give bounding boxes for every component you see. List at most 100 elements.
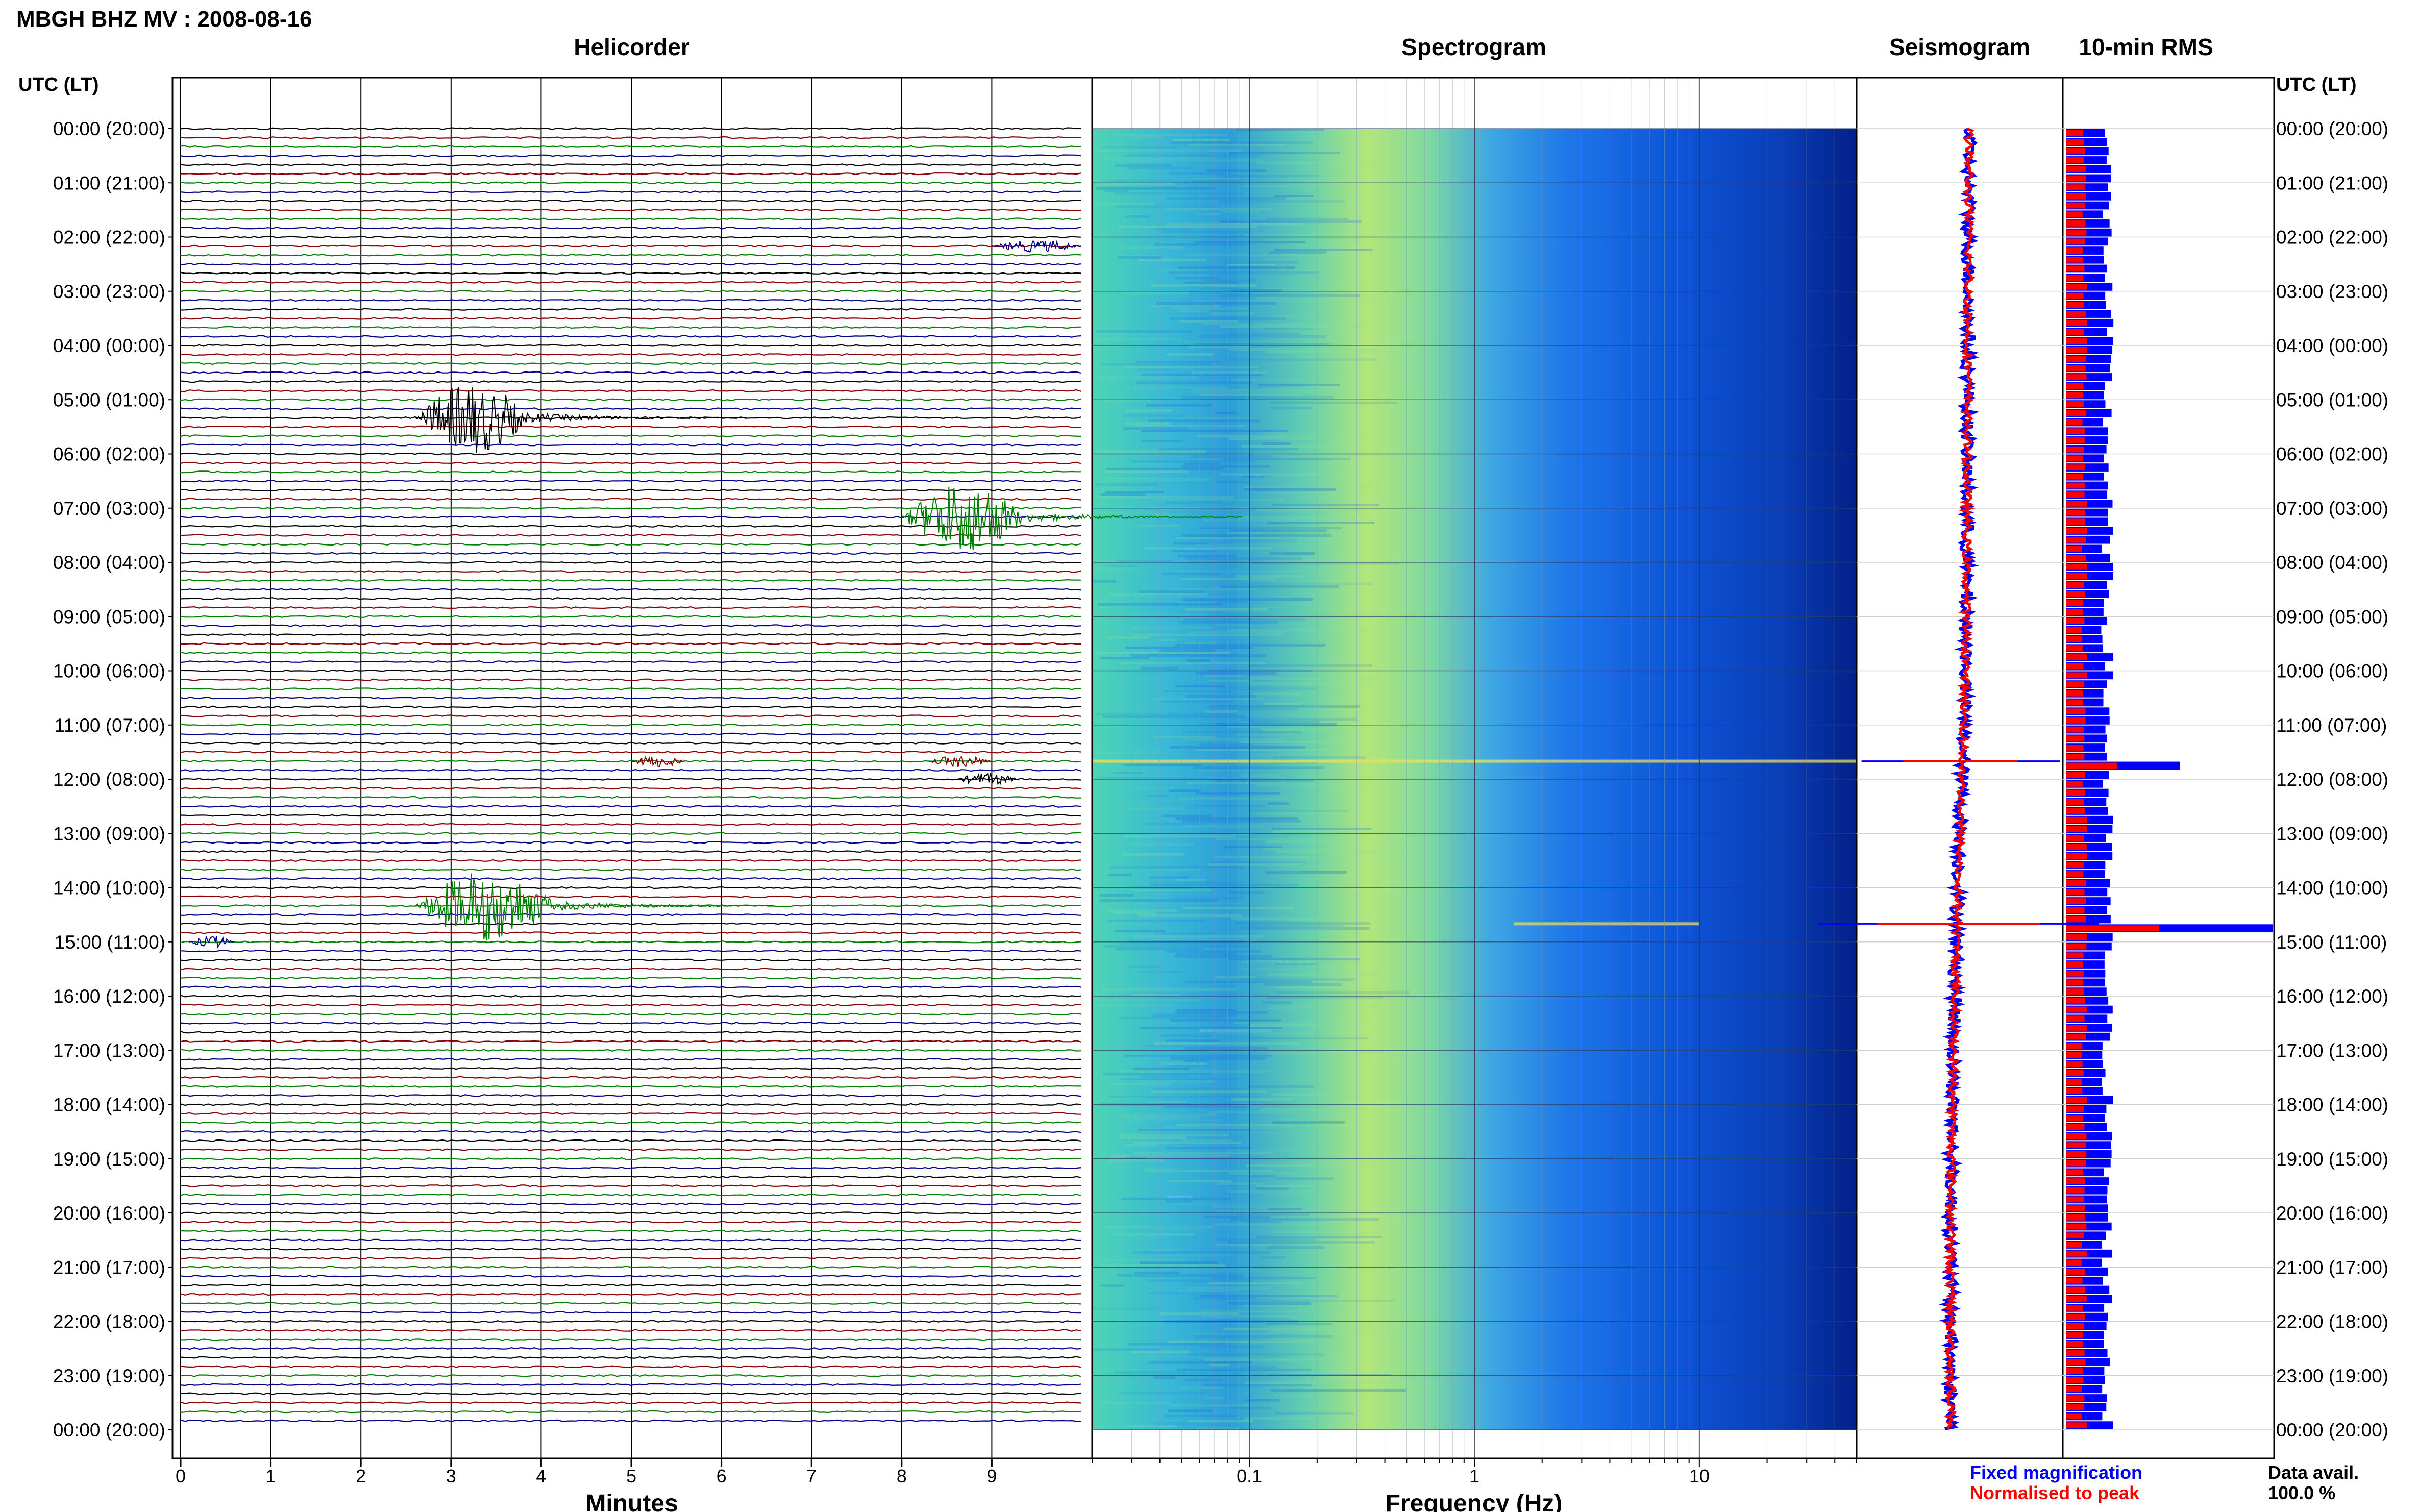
- spectrogram-cell: [1095, 652, 1230, 654]
- helicorder-minute-grid: [180, 78, 993, 1458]
- helicorder-trace: [180, 443, 1081, 447]
- spectrogram-cell: [1104, 470, 1190, 473]
- spectrogram-cell: [1141, 1075, 1187, 1078]
- spectrogram-cell: [1227, 1318, 1291, 1320]
- helicorder-trace: [180, 1347, 1081, 1350]
- helicorder-trace: [180, 922, 1081, 926]
- spectrogram-cell: [1147, 1356, 1266, 1358]
- rms-bar-normalised: [2066, 961, 2084, 968]
- spectrogram-xlabel: Frequency (Hz): [1386, 1490, 1563, 1512]
- spectrogram-cell: [1098, 376, 1198, 379]
- helicorder-tick-label: 7: [806, 1466, 817, 1486]
- spectrogram-cell: [1193, 1335, 1333, 1338]
- rms-bar-normalised: [2066, 1052, 2083, 1058]
- helicorder-tick-label: 0: [176, 1466, 186, 1486]
- spectrogram-cell: [1264, 983, 1342, 986]
- rms-bar-normalised: [2066, 1368, 2083, 1374]
- rms-bar-normalised: [2066, 1006, 2087, 1013]
- rms-bar-normalised: [2066, 835, 2084, 841]
- spectrogram-cell: [1184, 282, 1239, 284]
- spectrogram-cell: [1194, 213, 1221, 215]
- spectrogram-cell: [1145, 1170, 1273, 1172]
- spectrogram-cell: [1168, 1409, 1212, 1412]
- rms-bar-normalised: [2066, 943, 2087, 950]
- spectrogram-cell: [1136, 787, 1174, 789]
- spectrogram-cell: [1101, 363, 1211, 366]
- spectrogram-cell: [1109, 1083, 1172, 1085]
- helicorder-trace: [180, 1356, 1081, 1359]
- spectrogram-cell: [1261, 904, 1307, 907]
- spectrogram-cell: [1174, 1131, 1285, 1134]
- spectrogram-cell: [1172, 307, 1248, 310]
- spectrogram-cell: [1130, 654, 1267, 657]
- spectrogram-cell: [1117, 256, 1162, 259]
- helicorder-trace: [180, 958, 1081, 961]
- spectrogram-cell: [1194, 389, 1330, 391]
- spectrogram-cell: [1273, 756, 1366, 759]
- spectrogram-cell: [1175, 685, 1225, 687]
- spectrogram-cell: [1271, 1231, 1331, 1233]
- spectrogram-cell: [1126, 1144, 1157, 1147]
- helicorder-trace: [180, 244, 1081, 247]
- rms-bar-normalised: [2066, 546, 2082, 552]
- spectrogram-cell: [1119, 246, 1184, 249]
- spectrogram-cell: [1250, 677, 1374, 680]
- rms-bar-normalised: [2066, 1178, 2085, 1184]
- spectrogram-cell: [1184, 738, 1286, 741]
- spectrogram-cell: [1135, 361, 1219, 363]
- helicorder-trace: [180, 317, 1081, 320]
- time-label-left: 00:00 (20:00): [53, 1420, 165, 1441]
- seismogram-traces: [1818, 127, 2099, 1430]
- helicorder-trace: [180, 985, 1081, 989]
- helicorder-trace: [180, 714, 1081, 717]
- spectrogram-cell: [1191, 391, 1335, 394]
- spectrogram-cell: [1242, 718, 1357, 721]
- helicorder-trace: [180, 1365, 1081, 1368]
- rms-bar-normalised: [2066, 1341, 2083, 1347]
- spectrogram-cell: [1226, 1190, 1360, 1193]
- rms-bar-normalised: [2066, 347, 2087, 353]
- rms-bar-normalised: [2066, 826, 2087, 832]
- helicorder-tick-label: 9: [986, 1466, 997, 1486]
- spectrogram-cell: [1107, 920, 1205, 922]
- rms-bar-normalised: [2066, 1377, 2084, 1383]
- rms-bar-normalised: [2066, 708, 2086, 715]
- time-label-right: 19:00 (15:00): [2276, 1149, 2388, 1170]
- spectrogram-cell: [1217, 1182, 1263, 1185]
- time-label-right: 23:00 (19:00): [2276, 1366, 2388, 1386]
- helicorder-trace: [180, 769, 1081, 772]
- spectrogram-cell: [1255, 1050, 1367, 1052]
- time-label-right: 00:00 (20:00): [2276, 1420, 2388, 1441]
- spectrogram-cell: [1227, 532, 1316, 534]
- spectrogram-cell: [1178, 266, 1295, 269]
- spectrogram-cell: [1114, 1371, 1186, 1374]
- helicorder-trace: [180, 868, 1081, 871]
- rms-bar-normalised: [2066, 1269, 2085, 1275]
- helicorder-trace: [180, 371, 1081, 374]
- time-label-left: 03:00 (23:00): [53, 281, 165, 302]
- spectrogram-cell: [1096, 182, 1175, 185]
- spectrogram-cell: [1136, 381, 1252, 384]
- spectrogram-cell: [1240, 741, 1343, 743]
- spectrogram-cell: [1175, 1011, 1268, 1014]
- spectrogram-cell: [1221, 585, 1339, 588]
- helicorder-trace: [180, 678, 1081, 681]
- rms-bar-normalised: [2066, 654, 2087, 660]
- helicorder-trace: [180, 805, 1081, 808]
- spectrogram-cell: [1242, 185, 1327, 187]
- spectrogram-cell: [1237, 129, 1325, 131]
- spectrogram-cell: [1106, 468, 1223, 470]
- spectrogram-cell: [1128, 1343, 1230, 1346]
- spectrogram-cell: [1238, 978, 1355, 981]
- helicorder-trace: [180, 1030, 1081, 1034]
- spectrogram-cell: [1271, 1093, 1332, 1096]
- helicorder-trace: [180, 1148, 1081, 1151]
- spectrogram-cell: [1243, 858, 1310, 861]
- spectrogram-cell: [1119, 1017, 1227, 1019]
- helicorder-trace: [180, 1338, 1081, 1341]
- spectrogram-cell: [1164, 1415, 1238, 1417]
- rms-bar-normalised: [2066, 265, 2085, 272]
- spectrogram-cell: [1188, 1420, 1253, 1422]
- spectrogram-cell: [1215, 976, 1256, 978]
- spectrogram-cell: [1199, 1346, 1265, 1348]
